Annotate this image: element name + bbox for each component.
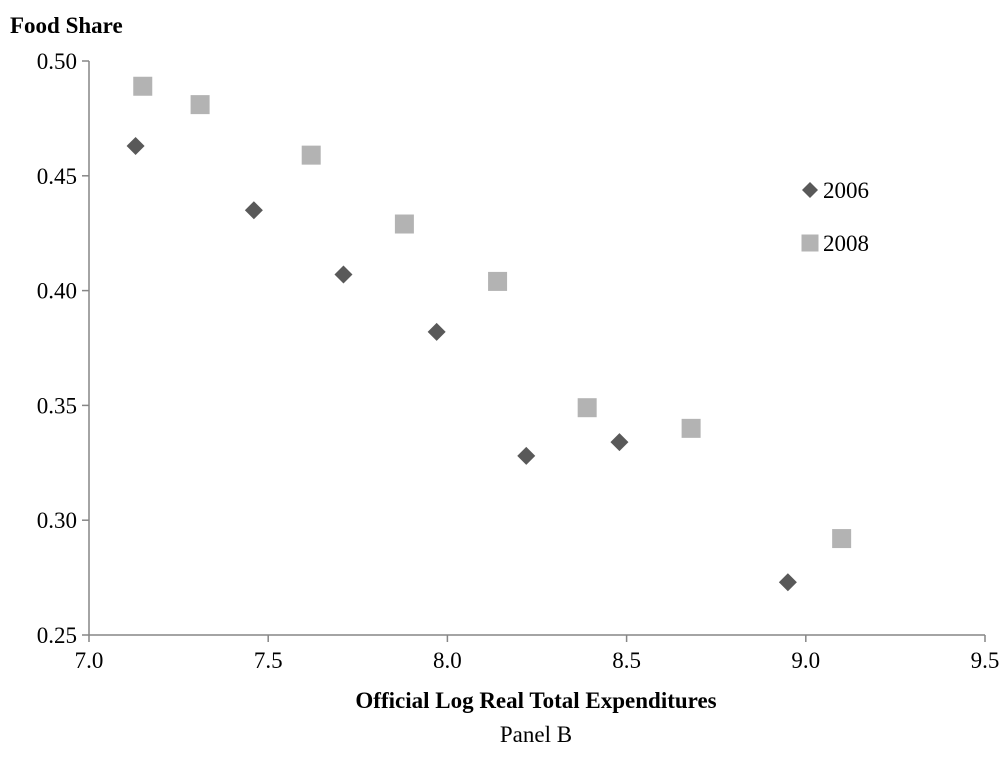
legend-marker-2008	[801, 234, 819, 252]
point-2008	[301, 145, 321, 165]
x-tick-label: 9.0	[791, 648, 820, 673]
x-axis-title: Official Log Real Total Expenditures	[355, 688, 716, 713]
x-tick-label: 7.5	[254, 648, 283, 673]
y-axis-title: Food Share	[10, 13, 123, 38]
point-2008	[577, 398, 597, 418]
y-tick-label: 0.50	[37, 49, 77, 74]
panel-caption: Panel B	[500, 722, 572, 747]
point-2006	[126, 136, 145, 155]
point-2006	[517, 446, 536, 465]
point-2006	[610, 433, 629, 452]
x-tick-label: 7.0	[75, 648, 104, 673]
y-tick-label: 0.30	[37, 508, 77, 533]
point-2006	[244, 201, 263, 220]
y-tick-label: 0.35	[37, 393, 77, 418]
legend-label-2006: 2006	[823, 178, 869, 203]
point-2008	[190, 95, 210, 115]
point-2006	[778, 573, 797, 592]
y-tick-label: 0.40	[37, 279, 77, 304]
ticks	[82, 60, 986, 642]
x-tick-label: 9.5	[971, 648, 1000, 673]
point-2008	[133, 76, 153, 96]
legend-label-2008: 2008	[823, 231, 869, 256]
axes	[88, 61, 985, 636]
y-tick-label: 0.45	[37, 164, 77, 189]
point-2008	[488, 271, 508, 291]
point-2006	[427, 322, 446, 341]
point-2008	[394, 214, 414, 234]
y-tick-label: 0.25	[37, 623, 77, 648]
data-markers	[126, 76, 852, 592]
point-2006	[334, 265, 353, 284]
legend-marker-2006	[802, 182, 818, 198]
legend: 2006 2008	[801, 178, 869, 256]
point-2008	[832, 529, 852, 549]
point-2008	[681, 418, 701, 438]
x-tick-label: 8.0	[433, 648, 462, 673]
tick-labels: 0.50 0.45 0.40 0.35 0.30 0.257.0 7.5 8.0 8.5 9.0 9…	[37, 49, 1000, 673]
x-tick-label: 8.5	[612, 648, 641, 673]
